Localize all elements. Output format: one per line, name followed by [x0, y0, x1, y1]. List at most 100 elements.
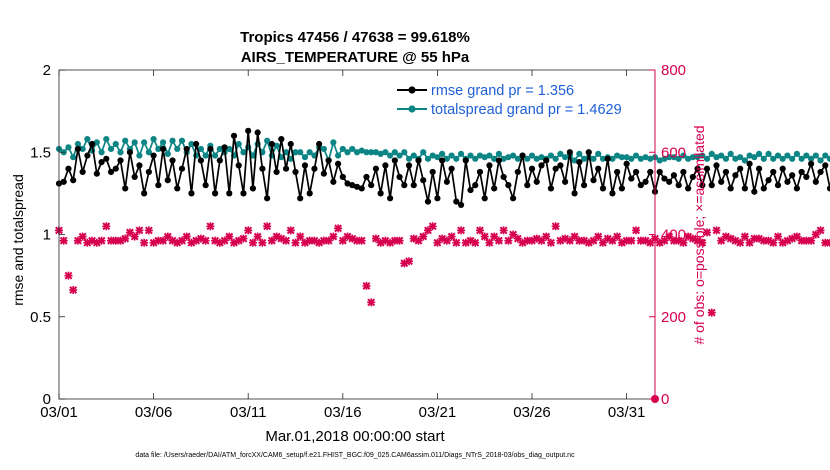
rmse-point [353, 183, 361, 190]
totalspread-point [65, 144, 72, 151]
totalspread-point [273, 142, 280, 149]
rmse-point [547, 185, 555, 192]
rmse-point [268, 140, 275, 148]
rmse-point [79, 168, 86, 176]
rmse-point [98, 159, 105, 166]
totalspread-point [249, 152, 257, 159]
rmse-point [183, 145, 190, 153]
rmse-point [197, 157, 205, 164]
rmse-point [628, 175, 635, 182]
totalspread-point [680, 152, 687, 159]
rmse-point [188, 190, 195, 197]
obs-assimilated-marker [740, 232, 749, 241]
rmse-point [566, 149, 573, 156]
totalspread-point [812, 152, 819, 159]
totalspread-point [822, 152, 829, 159]
obs-assimilated-marker [59, 236, 68, 245]
rmse-point [623, 160, 630, 167]
obs-assimilated-marker [253, 232, 262, 241]
totalspread-point [396, 152, 403, 159]
rmse-point [519, 152, 526, 159]
totalspread-point [306, 149, 313, 156]
plot-background [59, 70, 655, 399]
totalspread-point [117, 149, 124, 156]
rmse-point [60, 178, 67, 185]
rmse-point [486, 162, 493, 169]
totalspread-point [670, 154, 678, 161]
x-axis-label: Mar.01,2018 00:00:00 start [265, 428, 445, 445]
obs-assimilated-marker [447, 232, 456, 241]
rmse-point [798, 168, 805, 176]
rmse-point [401, 182, 408, 189]
y-tick-label: 2 [43, 62, 51, 79]
obs-assimilated-marker [703, 228, 712, 237]
obs-assimilated-marker [546, 238, 555, 247]
obs-assimilated-marker [423, 226, 432, 235]
rmse-point [112, 165, 119, 172]
obs-assimilated-marker [88, 236, 97, 245]
obs-assimilated-marker [69, 286, 78, 295]
rmse-point [349, 182, 356, 189]
x-tick-label: 03/21 [419, 404, 457, 421]
rmse-point [595, 165, 602, 172]
totalspread-point [500, 155, 507, 162]
legend-rmse-marker [408, 86, 416, 94]
obs-assimilated-marker [121, 234, 130, 243]
totalspread-point [320, 145, 327, 153]
x-tick-label: 03/06 [135, 404, 173, 421]
rmse-point [614, 168, 621, 176]
totalspread-point [760, 155, 767, 162]
totalspread-point [98, 149, 105, 156]
rmse-point [580, 182, 588, 189]
y-tick-label: 1.5 [30, 144, 51, 161]
obs-assimilated-marker [395, 236, 404, 245]
y-axis-label: rmse and totalspread [10, 174, 26, 306]
totalspread-point [145, 149, 152, 156]
rmse-point [822, 162, 829, 169]
totalspread-point [774, 152, 782, 159]
rmse-point [107, 168, 115, 176]
totalspread-point [344, 149, 351, 156]
rmse-point [670, 172, 678, 179]
rmse-point [661, 175, 668, 182]
rmse-point [141, 190, 148, 197]
totalspread-point [826, 155, 830, 162]
rmse-point [424, 198, 432, 205]
totalspread-point [429, 152, 436, 159]
rmse-point [524, 182, 531, 189]
totalspread-point [666, 154, 673, 161]
rmse-point [282, 165, 290, 172]
rmse-point [533, 178, 540, 185]
totalspread-point [599, 155, 607, 162]
totalspread-point [718, 152, 725, 159]
obs-assimilated-marker [206, 222, 215, 231]
rmse-point [807, 160, 815, 167]
totalspread-point [647, 155, 654, 162]
obs-assimilated-marker [414, 236, 423, 245]
obs-x-stroke [826, 241, 830, 247]
obs-assimilated-marker [201, 236, 210, 245]
rmse-point [131, 173, 138, 181]
obs-assimilated-marker [542, 232, 551, 241]
rmse-point [755, 165, 763, 172]
obs-assimilated-marker [736, 238, 745, 247]
rmse-point [159, 145, 167, 153]
rmse-point [741, 185, 748, 192]
rmse-point [590, 177, 597, 184]
rmse-point [784, 178, 791, 185]
obs-assimilated-marker [140, 238, 149, 247]
totalspread-point [434, 154, 441, 161]
rmse-point [647, 168, 654, 176]
obs-assimilated-marker [494, 236, 503, 245]
totalspread-point [789, 155, 796, 162]
rmse-point [708, 182, 715, 189]
rmse-point [453, 198, 460, 205]
totalspread-point [70, 154, 77, 161]
rmse-point [694, 165, 701, 172]
totalspread-point [202, 152, 209, 159]
totalspread-point [405, 155, 413, 162]
totalspread-point [211, 152, 219, 159]
rmse-point [249, 185, 257, 192]
totalspread-point [122, 137, 129, 144]
